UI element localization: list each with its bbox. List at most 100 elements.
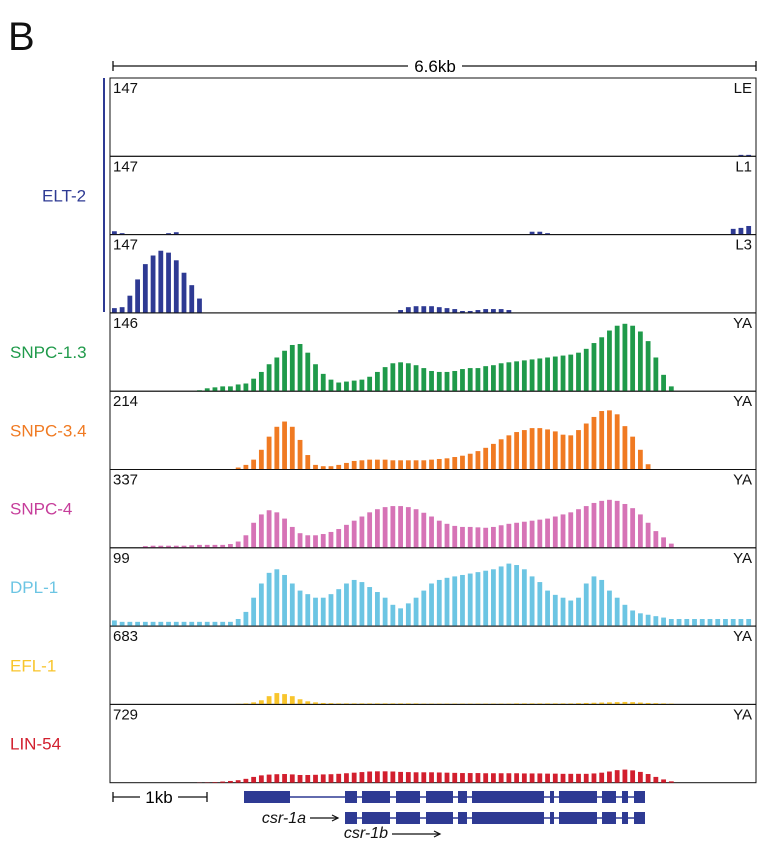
coverage-bar xyxy=(297,533,303,548)
gene-exon xyxy=(244,791,290,803)
coverage-bar xyxy=(545,590,550,627)
coverage-bar xyxy=(274,693,280,705)
track-frame xyxy=(109,77,757,157)
track-frame xyxy=(109,155,757,236)
coverage-bar xyxy=(514,773,520,783)
coverage-bar xyxy=(344,381,349,392)
coverage-bar xyxy=(344,703,349,705)
coverage-bar xyxy=(204,544,210,548)
coverage-bar xyxy=(622,701,628,705)
coverage-bar xyxy=(560,597,566,627)
coverage-bar xyxy=(413,509,419,548)
coverage-bar xyxy=(367,771,373,783)
coverage-bar xyxy=(359,703,365,705)
gene-exon xyxy=(458,791,467,803)
coverage-bar xyxy=(228,780,233,783)
coverage-bar xyxy=(336,773,342,783)
coverage-bar xyxy=(274,774,280,783)
coverage-bar xyxy=(506,563,512,627)
coverage-bar xyxy=(158,545,164,548)
coverage-bar xyxy=(576,703,581,705)
gene-exon xyxy=(550,812,554,824)
coverage-bar xyxy=(568,773,574,783)
factor-label-snpc-1-3: SNPC-1.3 xyxy=(10,343,87,362)
coverage-bar xyxy=(599,337,605,392)
coverage-bar xyxy=(475,773,481,783)
coverage-bar xyxy=(374,371,380,392)
coverage-bar xyxy=(444,523,450,548)
coverage-bar xyxy=(661,537,666,548)
coverage-bar xyxy=(274,357,280,392)
coverage-bar xyxy=(351,380,357,392)
coverage-bar xyxy=(514,703,520,705)
coverage-bar xyxy=(460,574,465,627)
coverage-bar xyxy=(545,518,550,548)
coverage-bar xyxy=(483,527,489,548)
coverage-bar xyxy=(545,357,550,392)
track-stage-label: L3 xyxy=(735,237,752,254)
coverage-bar xyxy=(166,545,171,548)
coverage-bar xyxy=(320,702,326,705)
track-snpc-3-4-ya: 214 YA SNPC-3.4 xyxy=(10,390,757,471)
coverage-bar xyxy=(591,576,597,627)
coverage-bar xyxy=(127,621,133,627)
gene-exon xyxy=(345,812,357,824)
coverage-bar xyxy=(135,279,140,313)
coverage-bar xyxy=(328,594,334,627)
coverage-bar xyxy=(529,428,535,470)
coverage-bar xyxy=(521,521,527,548)
coverage-bar xyxy=(142,621,148,627)
coverage-bar xyxy=(181,621,187,627)
coverage-bar xyxy=(622,604,628,627)
coverage-bar xyxy=(591,773,597,783)
coverage-bar xyxy=(583,348,589,392)
coverage-bar xyxy=(336,589,342,627)
coverage-bar xyxy=(351,703,357,705)
coverage-bar xyxy=(228,544,233,548)
coverage-bar xyxy=(173,232,179,235)
coverage-bar xyxy=(560,703,566,705)
coverage-bar xyxy=(429,370,434,392)
coverage-bar xyxy=(421,512,427,548)
coverage-bar xyxy=(398,608,403,627)
coverage-bar xyxy=(359,379,365,392)
coverage-bar xyxy=(491,309,496,313)
coverage-bar xyxy=(452,772,458,783)
coverage-bar xyxy=(645,702,651,705)
coverage-bar xyxy=(622,323,628,392)
coverage-bar xyxy=(568,435,574,470)
coverage-bar xyxy=(289,696,295,705)
coverage-bar xyxy=(576,430,581,470)
coverage-bar xyxy=(135,621,140,627)
coverage-bar xyxy=(460,369,465,392)
coverage-bar xyxy=(429,516,434,548)
coverage-bar xyxy=(545,703,550,705)
coverage-bar xyxy=(274,569,280,627)
gene-exon xyxy=(622,812,628,824)
track-stage-label: LE xyxy=(734,80,752,97)
coverage-bar xyxy=(483,773,489,783)
coverage-bar xyxy=(545,233,550,235)
track-dpl-1-ya: 99 YA DPL-1 xyxy=(10,547,757,627)
coverage-bar xyxy=(444,772,450,783)
coverage-bar xyxy=(390,506,396,548)
coverage-bar xyxy=(483,447,489,470)
coverage-bar xyxy=(692,619,697,627)
coverage-bar xyxy=(661,374,666,392)
coverage-bar xyxy=(746,619,752,627)
coverage-bar xyxy=(405,772,411,783)
coverage-bar xyxy=(220,386,226,392)
coverage-bar xyxy=(614,770,620,783)
span-label: 6.6kb xyxy=(414,57,456,76)
coverage-bar xyxy=(282,350,287,392)
coverage-bar xyxy=(212,387,218,392)
coverage-bar xyxy=(607,590,612,627)
coverage-bar xyxy=(738,227,744,235)
coverage-bar xyxy=(243,383,249,392)
coverage-bar xyxy=(460,455,465,470)
coverage-bar xyxy=(328,531,334,548)
coverage-bar xyxy=(506,773,512,783)
coverage-bar xyxy=(661,779,666,783)
arrow-csr-1a-head xyxy=(331,814,340,822)
